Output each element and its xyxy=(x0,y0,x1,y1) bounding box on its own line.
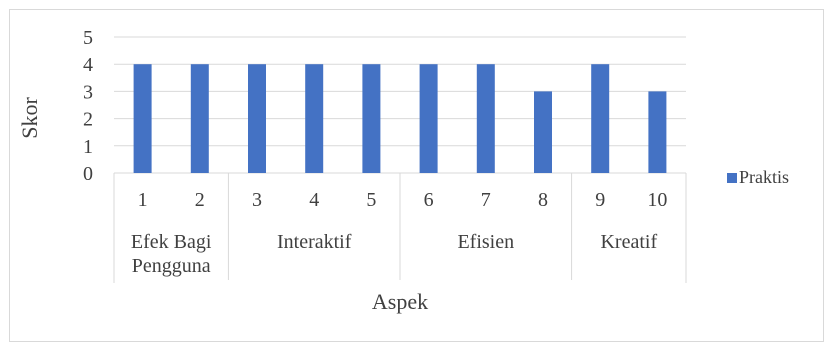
bar xyxy=(648,91,667,173)
y-tick-label: 2 xyxy=(83,109,93,131)
bar xyxy=(591,64,610,173)
y-tick-label: 4 xyxy=(83,54,93,76)
group-label: Efisien xyxy=(457,231,514,253)
bar xyxy=(534,91,552,173)
x-tick-label: 10 xyxy=(647,189,667,211)
legend: Praktis xyxy=(727,167,789,187)
bar xyxy=(362,64,381,173)
x-tick-label: 2 xyxy=(195,189,205,211)
y-tick-label: 5 xyxy=(83,27,93,49)
bar xyxy=(190,64,209,173)
grid-lines xyxy=(114,36,686,174)
group-label: Efek Bagi xyxy=(131,231,212,253)
bar xyxy=(476,64,495,173)
x-tick-label: 1 xyxy=(138,189,148,211)
x-tick-label: 3 xyxy=(252,189,262,211)
bar xyxy=(419,64,438,173)
group-label: Kreatif xyxy=(600,231,657,253)
y-tick-label: 0 xyxy=(83,163,93,185)
legend-label-praktis: Praktis xyxy=(739,167,789,187)
bar xyxy=(305,64,324,173)
x-tick-label: 6 xyxy=(424,189,434,211)
legend-swatch-praktis xyxy=(727,173,737,183)
group-label: Pengguna xyxy=(132,255,211,277)
bar xyxy=(248,64,266,173)
y-tick-labels: 0 1 2 3 4 5 xyxy=(83,27,93,185)
x-tick-label: 5 xyxy=(366,189,376,211)
bar xyxy=(133,64,152,173)
y-tick-label: 3 xyxy=(83,81,93,103)
y-tick-label: 1 xyxy=(83,136,93,158)
x-tick-label: 4 xyxy=(309,189,319,211)
group-label: Interaktif xyxy=(277,231,352,253)
x-tick-label: 8 xyxy=(538,189,548,211)
x-axis-label: Aspek xyxy=(372,289,428,314)
y-axis-label: Skor xyxy=(17,97,42,139)
bars xyxy=(133,64,667,173)
x-tick-label: 9 xyxy=(595,189,605,211)
x-tick-label: 7 xyxy=(481,189,491,211)
